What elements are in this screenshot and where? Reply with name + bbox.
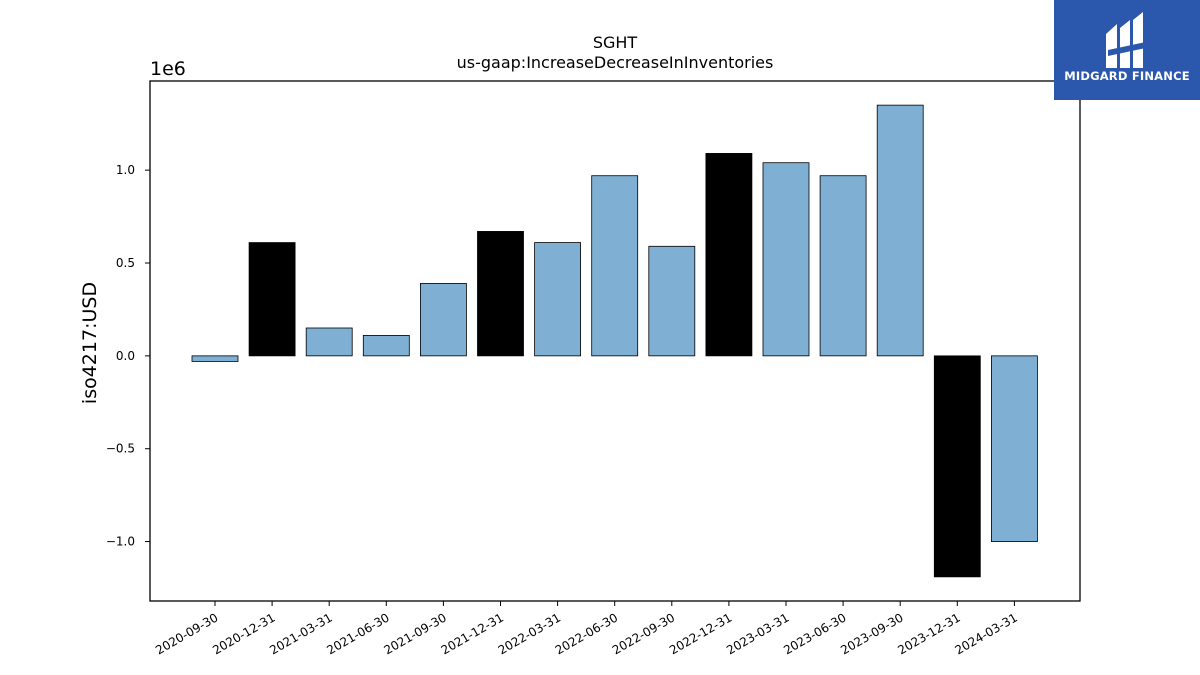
y-tick-label: −0.5 [106, 442, 135, 456]
x-tick-label: 2023-09-30 [838, 610, 905, 657]
bar-2022-12-31 [705, 153, 753, 357]
x-tick-label: 2023-06-30 [781, 610, 848, 657]
y-tick-label: 0.0 [116, 349, 135, 363]
bars-group [191, 104, 1038, 578]
bar-2023-09-30 [876, 104, 924, 357]
y-tick-label: 0.5 [116, 256, 135, 270]
x-tick-label: 2021-06-30 [324, 610, 391, 657]
bar-2020-12-31 [248, 242, 296, 357]
x-tick-label: 2024-03-31 [952, 610, 1019, 657]
y-tick-label: 1.0 [116, 163, 135, 177]
chart-subtitle: us-gaap:IncreaseDecreaseInInventories [457, 53, 774, 72]
bar-2023-03-31 [762, 162, 810, 357]
bar-2024-03-31 [991, 355, 1038, 542]
bar-2023-06-30 [819, 175, 867, 357]
bar-2021-06-30 [362, 335, 410, 357]
x-tick-label: 2021-03-31 [267, 610, 334, 657]
bar-2022-09-30 [648, 245, 696, 357]
chart-title: SGHT [593, 33, 638, 52]
bar-2021-09-30 [419, 283, 467, 357]
x-tick-label: 2023-03-31 [724, 610, 791, 657]
y-ticks-group: −1.0 −0.5 0.0 0.5 1.0 [106, 163, 150, 549]
bar-2023-12-31 [933, 355, 981, 578]
x-tick-label: 2023-12-31 [895, 610, 962, 657]
midgard-logo-icon [1106, 12, 1146, 68]
x-tick-label: 2022-09-30 [610, 610, 677, 657]
x-tick-label: 2021-09-30 [381, 610, 448, 657]
x-tick-label: 2020-09-30 [153, 610, 220, 657]
bar-2021-12-31 [477, 231, 524, 357]
y-axis-label: iso4217:USD [79, 282, 101, 404]
bar-2022-06-30 [591, 175, 639, 357]
x-tick-label: 2022-06-30 [553, 610, 620, 657]
midgard-finance-logo: MIDGARD FINANCE [1054, 0, 1200, 100]
bar-2020-09-30 [191, 355, 239, 362]
x-tick-label: 2022-12-31 [667, 610, 734, 657]
y-offset-label: 1e6 [150, 58, 186, 80]
x-ticks-group: 2020-09-302020-12-312021-03-312021-06-30… [153, 601, 1020, 657]
x-tick-label: 2020-12-31 [210, 610, 277, 657]
y-tick-label: −1.0 [106, 535, 135, 549]
plot-frame [149, 80, 1081, 602]
bar-2022-03-31 [534, 242, 581, 357]
x-tick-label: 2022-03-31 [496, 610, 563, 657]
x-tick-label: 2021-12-31 [439, 610, 506, 657]
logo-text: MIDGARD FINANCE [1064, 69, 1190, 83]
bar-2021-03-31 [305, 327, 353, 357]
